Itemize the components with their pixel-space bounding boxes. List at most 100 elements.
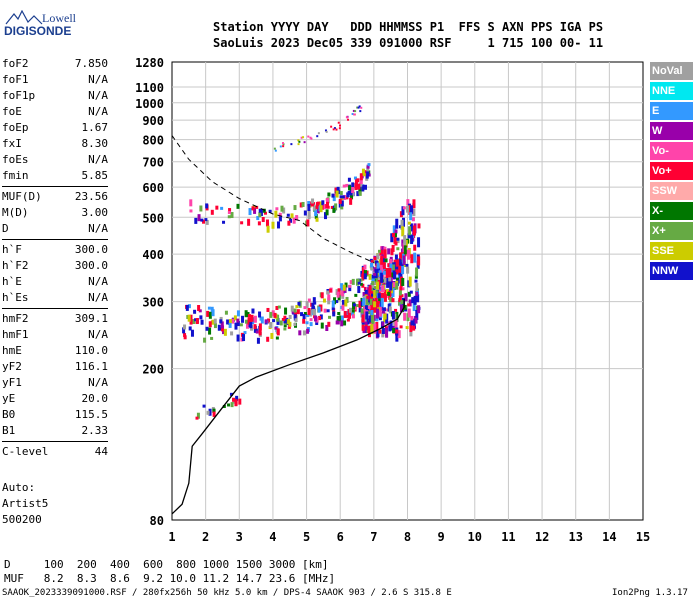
echo-point — [389, 297, 393, 303]
echo-point — [392, 225, 396, 236]
echo-point — [411, 297, 415, 304]
echo-point — [408, 299, 412, 307]
y-tick-label: 700 — [142, 156, 164, 170]
param-value: 1.67 — [81, 121, 109, 134]
echo-point — [200, 218, 204, 222]
y-tick-label: 1100 — [135, 81, 164, 95]
param-value: 3.00 — [81, 206, 109, 219]
param-name: yF2 — [2, 360, 22, 373]
legend-item: X+ — [650, 222, 693, 240]
echo-point — [348, 185, 352, 191]
echo-point — [395, 218, 399, 229]
ionospheric-parameters: foF2 7.850 foF1 N/A foF1p N/A foE N/A foEp 1.67 fx… — [2, 56, 108, 460]
echo-point — [380, 255, 384, 265]
echo-point — [408, 226, 412, 236]
param-value: N/A — [88, 222, 108, 235]
echo-point — [414, 279, 418, 283]
echo-point — [384, 258, 388, 263]
echo-point — [189, 319, 193, 325]
echo-point — [236, 310, 240, 317]
echo-point — [358, 305, 362, 313]
y-tick-label: 300 — [142, 296, 164, 310]
echo-point — [363, 184, 367, 190]
param-separator — [2, 239, 108, 240]
echo-point — [368, 315, 372, 323]
echo-point — [391, 264, 395, 271]
echo-point — [376, 253, 380, 260]
echo-point — [381, 285, 385, 293]
echo-point — [334, 187, 338, 193]
echo-point — [417, 223, 421, 229]
legend-item: SSE — [650, 242, 693, 260]
param-name: yE — [2, 392, 16, 405]
echo-point — [312, 204, 316, 211]
echo-point — [332, 207, 336, 213]
param-row: h`F 300.0 — [2, 242, 108, 258]
param-value: 300.0 — [74, 259, 108, 272]
echo-point — [341, 290, 345, 297]
echo-point — [282, 143, 285, 146]
file-info: SAAOK_2023339091000.RSF / 280fx256h 50 k… — [2, 588, 452, 598]
echo-point — [220, 206, 224, 210]
echo-point — [350, 309, 354, 316]
param-name: D — [2, 222, 9, 235]
echo-point — [275, 305, 279, 310]
echo-point — [356, 106, 359, 109]
legend-item: NoVal — [650, 62, 693, 80]
echo-point — [392, 327, 396, 333]
echo-point — [371, 274, 375, 279]
legend-item: SSW — [650, 182, 693, 200]
echo-point — [409, 322, 413, 333]
echo-point — [335, 190, 339, 198]
echo-point — [227, 403, 231, 407]
echo-point — [327, 294, 331, 301]
echo-point — [307, 209, 311, 217]
echo-point — [415, 291, 419, 296]
echo-point — [413, 295, 417, 305]
param-row: C-level 44 — [2, 444, 108, 460]
echo-point — [300, 312, 304, 317]
echo-point — [368, 310, 372, 314]
echo-point — [266, 336, 270, 342]
param-row: fmin 5.85 — [2, 168, 108, 184]
echo-point — [347, 177, 351, 182]
echo-point — [364, 326, 368, 331]
param-value: 5.85 — [81, 169, 109, 182]
echo-point — [202, 219, 206, 224]
echo-point — [366, 321, 370, 325]
echo-point — [341, 299, 345, 306]
echo-point — [232, 400, 236, 404]
echo-point — [321, 200, 325, 206]
echo-point — [399, 325, 403, 329]
echo-point — [396, 239, 400, 244]
echo-point — [317, 132, 320, 135]
echo-point — [361, 168, 365, 175]
echo-point — [187, 304, 191, 309]
param-name: foE — [2, 105, 22, 118]
echo-point — [361, 324, 365, 331]
echo-point — [271, 310, 275, 317]
echo-point — [307, 215, 311, 220]
echo-point — [309, 318, 313, 322]
muf-value-row: MUF 8.2 8.3 8.6 9.2 10.0 11.2 14.7 23.6 … — [4, 572, 336, 585]
echo-point — [305, 301, 309, 309]
echo-point — [371, 281, 375, 286]
x-tick-label: 5 — [303, 530, 310, 544]
echo-point — [188, 326, 192, 331]
echo-point — [315, 316, 319, 323]
param-value: N/A — [88, 376, 108, 389]
echo-point — [370, 305, 374, 311]
echo-point — [197, 214, 201, 222]
legend-item: NNE — [650, 82, 693, 100]
echo-point — [311, 305, 315, 309]
param-name: h`F — [2, 243, 22, 256]
echo-point — [390, 271, 394, 278]
autoscaling-info: Auto: Artist5 500200 — [2, 480, 48, 528]
echo-point — [374, 273, 378, 284]
echo-point — [340, 320, 344, 327]
echo-point — [258, 329, 262, 336]
echo-point — [399, 252, 403, 259]
echo-point — [200, 319, 204, 325]
echo-point — [391, 298, 395, 303]
echo-point — [232, 397, 236, 402]
